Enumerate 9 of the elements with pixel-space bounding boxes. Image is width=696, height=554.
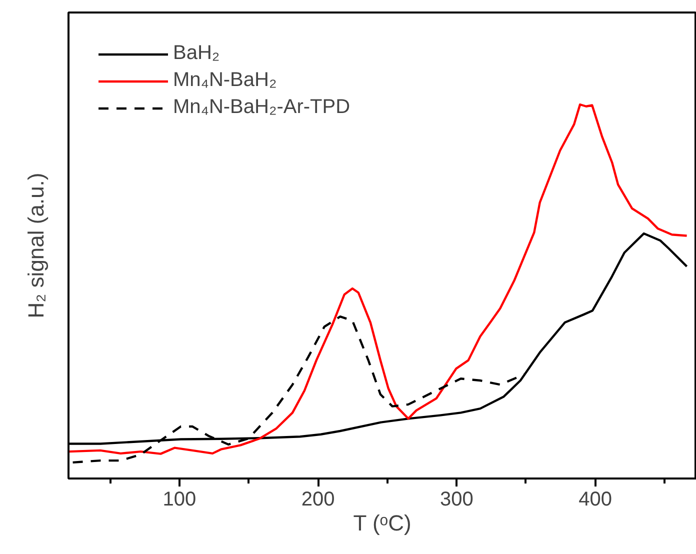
legend-label: Mn₄N-BaH₂-Ar-TPD <box>173 96 350 119</box>
x-tick-label: 300 <box>440 488 474 510</box>
x-tick-label: 100 <box>162 488 196 510</box>
x-axis-title: T (ᵒC) <box>353 510 412 536</box>
x-tick-label: 200 <box>301 488 335 510</box>
legend-label: Mn₄N-BaH₂ <box>173 69 277 92</box>
legend-label: BaH₂ <box>173 42 220 65</box>
y-axis-title: H₂ signal (a.u.) <box>24 172 48 318</box>
x-tick-label: 400 <box>578 488 612 510</box>
